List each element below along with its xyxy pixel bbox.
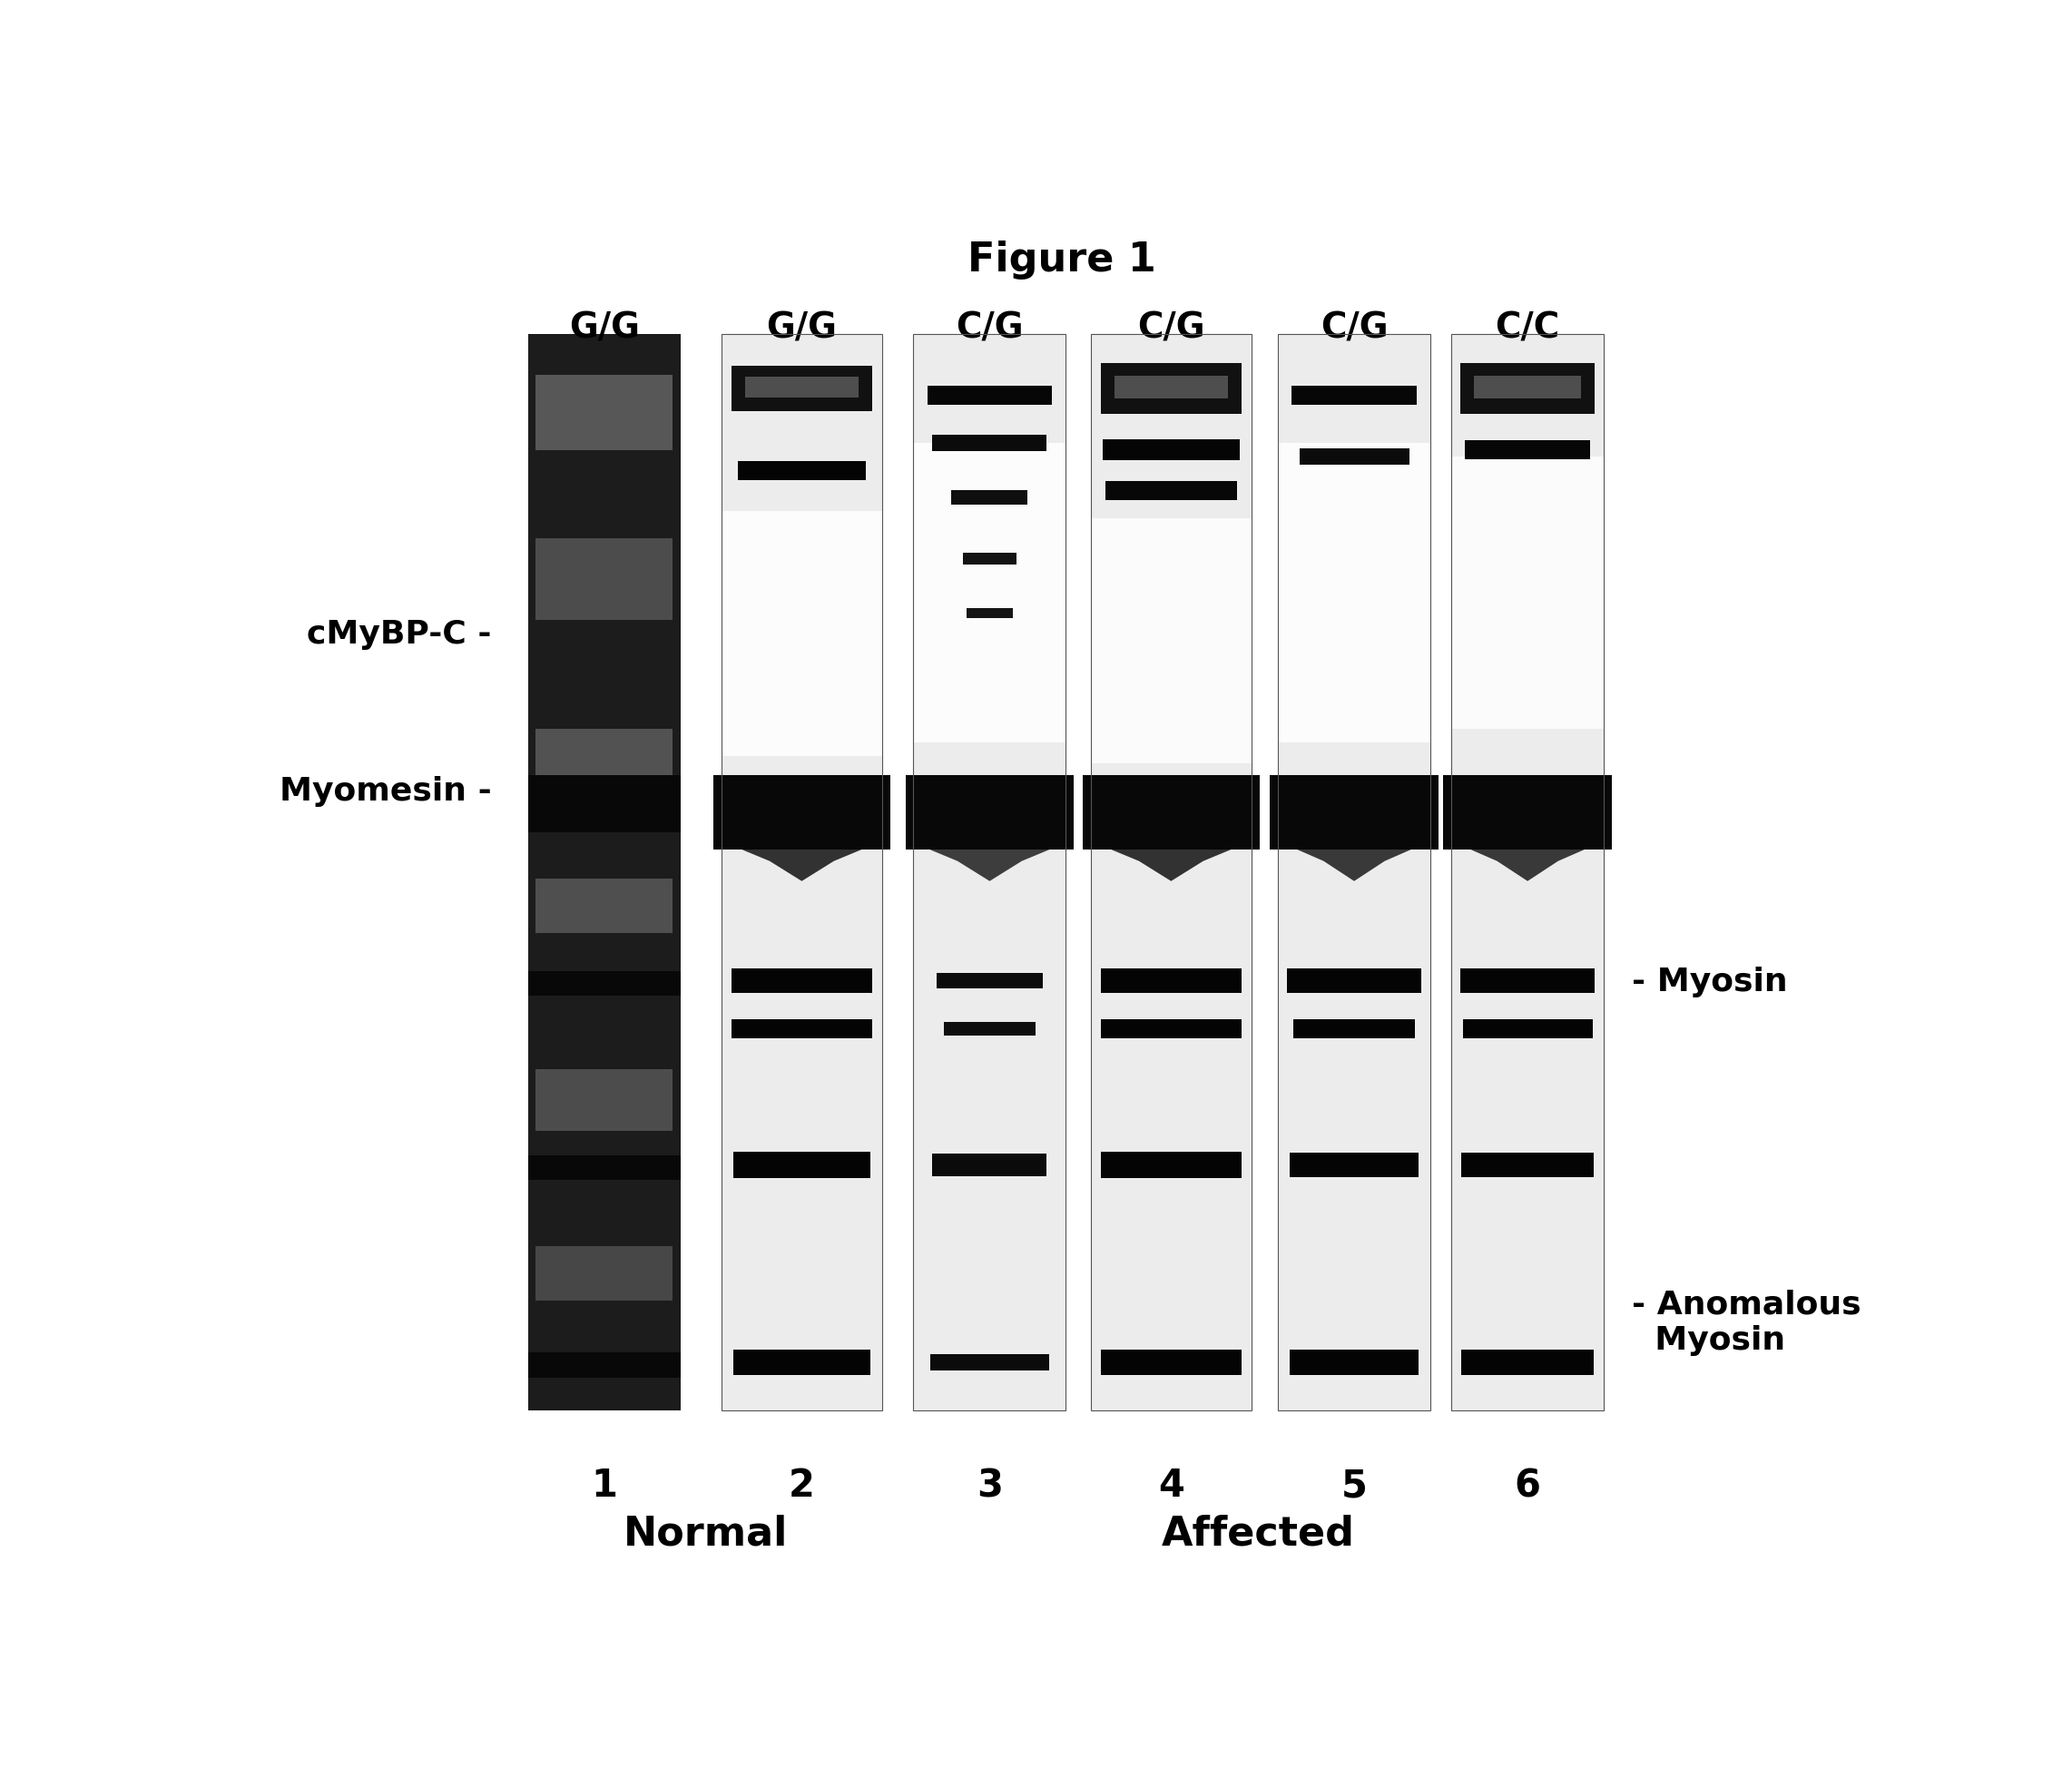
Bar [1104,481,1237,500]
Bar [1289,1351,1419,1376]
Bar [1100,1020,1241,1038]
Bar [1090,334,1251,1411]
Bar [1084,776,1260,850]
Polygon shape [1278,842,1430,882]
Bar [1293,1020,1415,1038]
Text: C/G: C/G [1320,311,1388,345]
Polygon shape [1090,842,1251,882]
Text: 4: 4 [1158,1466,1185,1505]
Bar [1465,440,1589,460]
Bar [738,461,866,481]
Text: G/G: G/G [570,311,640,345]
Bar [1461,364,1595,415]
Bar [1461,1351,1593,1376]
Bar [1461,1153,1593,1177]
Bar [731,1020,872,1038]
Bar [926,387,1053,405]
Bar [963,553,1017,566]
Bar [914,334,1065,1411]
Bar [914,334,1065,1411]
Bar [1287,969,1421,994]
Bar [733,1351,870,1376]
Bar [535,879,673,934]
Bar [535,1070,673,1132]
Bar [528,776,680,833]
Bar [528,972,680,997]
Text: Affected: Affected [1160,1513,1355,1552]
Text: C/C: C/C [1496,311,1560,345]
Text: 1: 1 [591,1466,617,1505]
Text: 5: 5 [1341,1466,1368,1505]
Bar [1102,440,1239,461]
Bar [1463,1020,1593,1038]
Bar [721,334,883,1411]
Bar [721,334,883,1411]
Bar [937,974,1042,988]
Text: Myomesin -: Myomesin - [280,776,491,806]
Bar [1090,334,1251,1411]
Bar [1278,444,1430,743]
Bar [733,1151,870,1179]
Polygon shape [1450,842,1604,882]
Bar [932,1155,1046,1176]
Text: 3: 3 [976,1466,1003,1505]
Bar [930,1354,1048,1372]
Bar [746,378,858,398]
Bar [1473,377,1581,400]
Bar [535,375,673,451]
Bar [1100,969,1241,994]
Bar [1291,387,1417,405]
Bar [1289,1153,1419,1177]
Text: 6: 6 [1515,1466,1542,1505]
Bar [1100,1351,1241,1376]
Bar [528,1353,680,1377]
Bar [905,776,1073,850]
Text: G/G: G/G [767,311,837,345]
Bar [731,969,872,994]
Bar [1278,334,1430,1411]
Polygon shape [910,842,1069,882]
Bar [731,366,872,412]
Bar [914,444,1065,743]
Bar [528,1156,680,1179]
Bar [535,1246,673,1301]
Text: C/G: C/G [955,311,1024,345]
Bar [951,492,1028,506]
Bar [1450,458,1604,730]
Text: Figure 1: Figure 1 [968,240,1156,279]
Bar [1090,518,1251,764]
Bar [1100,364,1241,415]
Polygon shape [721,842,883,882]
Bar [535,539,673,621]
Bar [528,334,680,1411]
Bar [1100,1151,1241,1179]
Bar [1461,969,1595,994]
Text: C/G: C/G [1138,311,1206,345]
Text: Normal: Normal [624,1513,787,1552]
Text: - Myosin: - Myosin [1633,965,1788,997]
Bar [1450,334,1604,1411]
Bar [1444,776,1612,850]
Bar [535,730,673,778]
Bar [968,608,1013,619]
Bar [1299,449,1409,465]
Bar [932,435,1046,453]
Bar [1450,334,1604,1411]
Text: 2: 2 [789,1466,814,1505]
Bar [1270,776,1438,850]
Bar [1278,334,1430,1411]
Bar [1115,377,1227,400]
Bar [713,776,891,850]
Text: - Anomalous
  Myosin: - Anomalous Myosin [1633,1289,1861,1354]
Bar [945,1022,1036,1036]
Text: cMyBP-C -: cMyBP-C - [307,619,491,649]
Bar [721,511,883,757]
